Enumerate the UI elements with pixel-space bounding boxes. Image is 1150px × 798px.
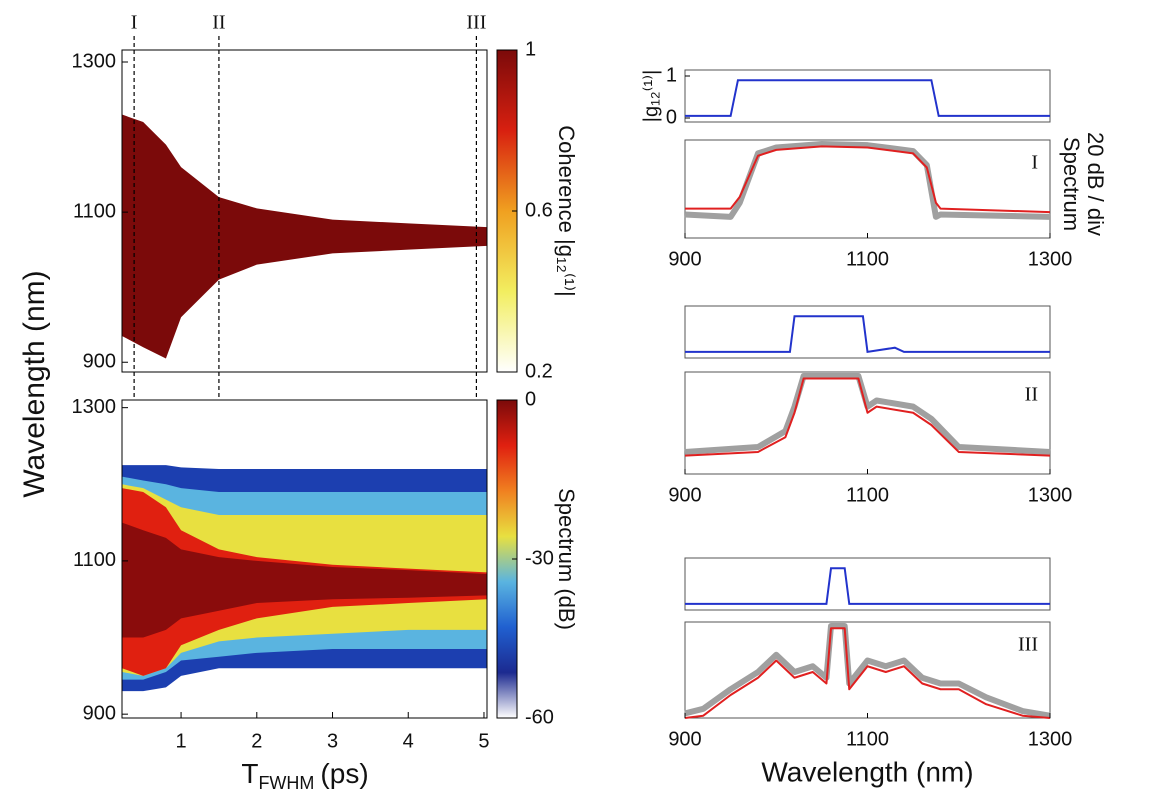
- coherence-ylabel: |g₁₂⁽¹⁾|: [640, 70, 662, 123]
- x-tick-label: 900: [668, 484, 701, 506]
- y-tick-label: 900: [83, 702, 116, 724]
- coherence-line: [685, 567, 1050, 605]
- spectrum-frame: [684, 371, 1051, 475]
- x-tick-label: 2: [251, 730, 262, 752]
- x-tick-label: 1300: [1028, 484, 1073, 506]
- colorbar-tick-label: 0.6: [525, 199, 553, 221]
- x-tick-label: 4: [403, 730, 414, 752]
- x-tick-label: 1100: [846, 248, 889, 270]
- spectrum-frame: [684, 621, 1051, 719]
- x-axis-label-main: T: [241, 758, 258, 789]
- colorbar-tick-label: 0.2: [525, 360, 553, 382]
- x-tick-label: 1100: [846, 728, 889, 750]
- x-tick-label: 1100: [846, 484, 889, 506]
- spectrum-line: [684, 377, 1051, 457]
- x-axis-label-unit: (ps): [320, 758, 368, 789]
- y-axis-label: Wavelength (nm): [18, 270, 51, 497]
- panel-label: II: [1025, 384, 1038, 406]
- colorbar-tick-label: -60: [525, 706, 554, 728]
- colorbar-tick-label: -30: [525, 547, 554, 569]
- x-tick-label: 5: [478, 730, 489, 752]
- x-tick-label: 1: [176, 730, 187, 752]
- coherence-line: [685, 79, 1050, 117]
- spectrum-line: [685, 145, 1051, 214]
- colorbar-label: Spectrum (dB): [554, 488, 579, 630]
- plot-frame: [121, 399, 488, 719]
- x-tick-label: 1300: [1028, 248, 1073, 270]
- x-tick-label: 900: [668, 248, 701, 270]
- y-tick-label: 1: [666, 64, 677, 86]
- panel-label: I: [1031, 152, 1038, 174]
- y-tick-label: 0: [666, 106, 677, 128]
- marker-label: III: [466, 12, 486, 34]
- x-tick-label: 1300: [1028, 728, 1073, 750]
- x-axis-label: Wavelength (nm): [761, 756, 973, 787]
- y-tick-label: 1300: [72, 396, 117, 418]
- x-axis-label-sub: FWHM: [258, 773, 314, 793]
- panel-label: III: [1018, 634, 1038, 656]
- spectrum-ylabel: Spectrum: [1059, 137, 1084, 231]
- coherence-frame: [684, 69, 1051, 123]
- y-tick-label: 1300: [72, 50, 117, 72]
- marker-label: I: [131, 12, 138, 34]
- coherence-frame: [684, 557, 1051, 611]
- colorbar-label: Coherence |g₁₂⁽¹⁾|: [554, 125, 579, 297]
- spectrum-spread: [684, 141, 1051, 220]
- x-axis-label: TFWHM (ps): [241, 758, 368, 792]
- marker-label: II: [212, 12, 225, 34]
- y-tick-label: 1100: [73, 549, 116, 571]
- colorbar-tick-label: 1: [525, 38, 536, 60]
- spectrum-frame: [684, 139, 1051, 239]
- coherence-line: [685, 315, 1050, 354]
- spectrum-line: [684, 627, 1051, 719]
- plot-frame: [121, 49, 488, 373]
- x-tick-label: 900: [668, 728, 701, 750]
- colorbar-tick-label: 0: [525, 388, 536, 410]
- spectrum-spread: [684, 373, 1051, 455]
- map-band: [122, 114, 487, 359]
- spectrum-ylabel-scale: 20 dB / div: [1083, 132, 1108, 236]
- x-tick-label: 3: [327, 730, 338, 752]
- map-band: [122, 522, 487, 638]
- y-tick-label: 900: [83, 351, 116, 373]
- y-tick-label: 1100: [73, 200, 116, 222]
